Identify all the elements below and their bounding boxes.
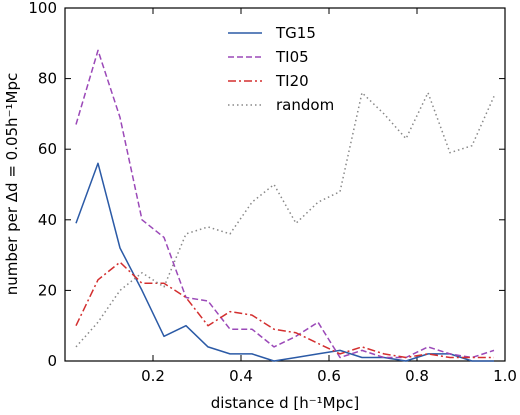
series-line-random: [75, 91, 495, 348]
x-axis-label: distance d [h⁻¹Mpc]: [211, 394, 359, 412]
x-tick-label: 0.6: [317, 367, 341, 385]
legend: TG15 TI05 TI20 random: [228, 24, 334, 114]
series-line-tg15: [75, 162, 494, 362]
x-tick-label: 0.4: [229, 367, 253, 385]
axis-ticks: 0.2 0.4 0.6 0.8 1.0 0 20 40 60 80 100: [28, 0, 517, 385]
series-layer: [75, 49, 495, 362]
y-tick-label: 20: [38, 281, 57, 299]
y-tick-label: 80: [38, 70, 57, 88]
y-tick-label: 0: [47, 352, 57, 370]
legend-label-ti20: TI20: [275, 72, 309, 90]
legend-label-random: random: [276, 96, 334, 114]
y-axis-label: number per Δd = 0.05h⁻¹Mpc: [3, 73, 21, 295]
x-tick-label: 1.0: [493, 367, 517, 385]
x-tick-label: 0.8: [405, 367, 429, 385]
x-tick-label: 0.2: [141, 367, 165, 385]
legend-label-ti05: TI05: [275, 48, 309, 66]
y-tick-label: 100: [28, 0, 57, 17]
legend-label-tg15: TG15: [275, 24, 316, 42]
series-line-ti05: [75, 49, 495, 359]
y-tick-label: 40: [38, 211, 57, 229]
plot-frame: [64, 7, 506, 362]
series-line-ti20: [75, 261, 494, 359]
y-tick-label: 60: [38, 140, 57, 158]
